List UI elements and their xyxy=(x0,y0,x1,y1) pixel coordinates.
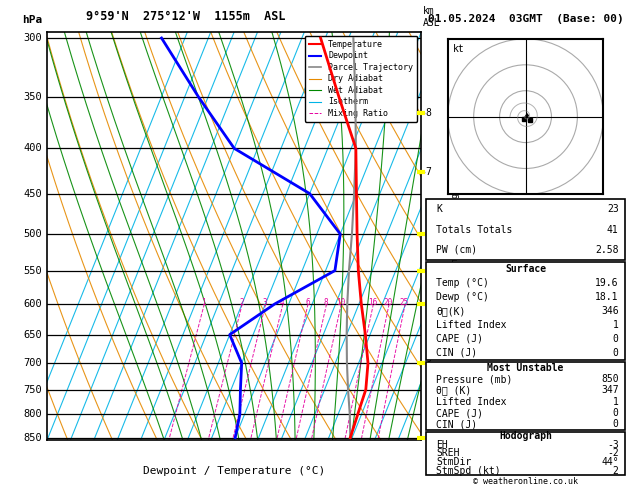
Text: CIN (J): CIN (J) xyxy=(437,347,477,358)
Text: 0: 0 xyxy=(613,334,619,344)
Text: CAPE (J): CAPE (J) xyxy=(437,408,483,418)
Text: LCL: LCL xyxy=(425,433,442,442)
Text: Most Unstable: Most Unstable xyxy=(487,363,564,373)
Text: -3: -3 xyxy=(607,440,619,450)
Text: 8: 8 xyxy=(425,108,431,118)
Text: Mixing Ratio (g/kg): Mixing Ratio (g/kg) xyxy=(450,188,460,283)
Text: Lifted Index: Lifted Index xyxy=(437,397,507,407)
Text: 700: 700 xyxy=(23,358,42,368)
Text: 600: 600 xyxy=(23,299,42,309)
Text: SREH: SREH xyxy=(437,449,460,458)
Text: 2: 2 xyxy=(613,466,619,476)
Text: 1: 1 xyxy=(613,320,619,330)
Text: CAPE (J): CAPE (J) xyxy=(437,334,483,344)
Text: 23: 23 xyxy=(607,205,619,214)
Text: 450: 450 xyxy=(23,189,42,199)
Text: 0: 0 xyxy=(613,408,619,418)
Text: 9°59'N  275°12'W  1155m  ASL: 9°59'N 275°12'W 1155m ASL xyxy=(86,10,286,23)
Text: 2: 2 xyxy=(425,433,431,443)
Text: 18.1: 18.1 xyxy=(595,292,619,302)
Text: 2.58: 2.58 xyxy=(595,245,619,255)
Text: © weatheronline.co.uk: © weatheronline.co.uk xyxy=(473,477,578,486)
Text: 500: 500 xyxy=(23,229,42,239)
Text: 0: 0 xyxy=(613,347,619,358)
Text: 41: 41 xyxy=(607,225,619,235)
Text: km
ASL: km ASL xyxy=(423,6,441,28)
Text: Lifted Index: Lifted Index xyxy=(437,320,507,330)
Text: 7: 7 xyxy=(425,167,431,177)
Text: CIN (J): CIN (J) xyxy=(437,419,477,430)
Text: -2: -2 xyxy=(607,449,619,458)
Text: Surface: Surface xyxy=(505,264,546,275)
Legend: Temperature, Dewpoint, Parcel Trajectory, Dry Adiabat, Wet Adiabat, Isotherm, Mi: Temperature, Dewpoint, Parcel Trajectory… xyxy=(305,36,417,122)
Text: hPa: hPa xyxy=(22,16,42,25)
Text: 4: 4 xyxy=(280,298,284,307)
Text: 3: 3 xyxy=(262,298,267,307)
Text: 550: 550 xyxy=(23,265,42,276)
Text: 8: 8 xyxy=(323,298,328,307)
Text: Dewpoint / Temperature (°C): Dewpoint / Temperature (°C) xyxy=(143,467,325,476)
Text: 16: 16 xyxy=(368,298,377,307)
Text: Pressure (mb): Pressure (mb) xyxy=(437,374,513,384)
Text: 01.05.2024  03GMT  (Base: 00): 01.05.2024 03GMT (Base: 00) xyxy=(428,15,623,24)
Text: 25: 25 xyxy=(400,298,409,307)
Text: Dewp (°C): Dewp (°C) xyxy=(437,292,489,302)
Text: 650: 650 xyxy=(23,330,42,340)
Text: 4: 4 xyxy=(425,299,431,309)
Text: 6: 6 xyxy=(305,298,309,307)
Text: 20: 20 xyxy=(384,298,393,307)
Text: 400: 400 xyxy=(23,143,42,154)
Text: kt: kt xyxy=(452,44,464,53)
Text: Totals Totals: Totals Totals xyxy=(437,225,513,235)
Text: EH: EH xyxy=(437,440,448,450)
Text: 2: 2 xyxy=(239,298,243,307)
Text: PW (cm): PW (cm) xyxy=(437,245,477,255)
Text: θᴇ(K): θᴇ(K) xyxy=(437,306,465,316)
Text: K: K xyxy=(437,205,442,214)
Text: 750: 750 xyxy=(23,384,42,395)
Text: 1: 1 xyxy=(613,397,619,407)
Text: 850: 850 xyxy=(601,374,619,384)
Text: StmDir: StmDir xyxy=(437,457,472,467)
Text: 0: 0 xyxy=(613,419,619,430)
Text: 19.6: 19.6 xyxy=(595,278,619,288)
Text: 300: 300 xyxy=(23,33,42,43)
Text: 3: 3 xyxy=(425,358,431,368)
Text: 346: 346 xyxy=(601,306,619,316)
Text: 800: 800 xyxy=(23,409,42,419)
Text: 6: 6 xyxy=(425,229,431,239)
Text: 850: 850 xyxy=(23,433,42,443)
Text: Hodograph: Hodograph xyxy=(499,431,552,441)
Text: 350: 350 xyxy=(23,92,42,102)
Text: 44°: 44° xyxy=(601,457,619,467)
Text: 1: 1 xyxy=(201,298,206,307)
Text: θᴇ (K): θᴇ (K) xyxy=(437,385,472,396)
Text: 347: 347 xyxy=(601,385,619,396)
Text: StmSpd (kt): StmSpd (kt) xyxy=(437,466,501,476)
Text: 10: 10 xyxy=(336,298,345,307)
Text: 5: 5 xyxy=(425,265,431,276)
Text: Temp (°C): Temp (°C) xyxy=(437,278,489,288)
